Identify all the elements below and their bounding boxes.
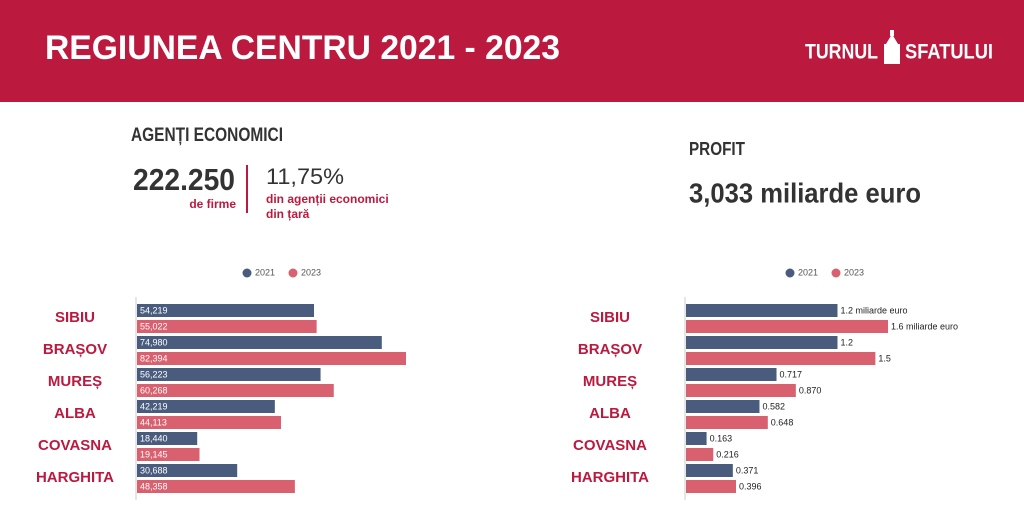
category-label: BRAȘOV (578, 341, 642, 358)
bar (686, 480, 736, 493)
bar (137, 432, 198, 445)
value-label: 42,219 (140, 401, 168, 411)
legend-label: 2021 (255, 267, 275, 277)
bar (686, 384, 796, 397)
bar (137, 368, 321, 381)
legend-swatch (242, 268, 252, 278)
value-label: 0.396 (739, 481, 762, 491)
header-bar (0, 0, 1024, 102)
value-label: 0.870 (799, 385, 822, 395)
category-label: HARGHITA (36, 469, 114, 486)
bar (686, 304, 838, 317)
category-label: MUREȘ (48, 373, 102, 390)
value-label: 0.582 (762, 401, 785, 411)
category-label: HARGHITA (571, 469, 649, 486)
value-label: 19,145 (140, 449, 168, 459)
value-label: 1.2 (841, 337, 854, 347)
value-label: 48,358 (140, 481, 168, 491)
bar (686, 336, 838, 349)
stat-heading: AGENȚI ECONOMICI (131, 125, 283, 146)
legend-swatch (288, 268, 298, 278)
value-label: 44,113 (140, 417, 167, 427)
bar (686, 400, 760, 413)
stat-value: 3,033 miliarde euro (689, 177, 921, 208)
value-label: 0.163 (710, 433, 733, 443)
value-label: 0.648 (771, 417, 794, 427)
value-label: 55,022 (140, 321, 168, 331)
bar (137, 480, 295, 493)
bar (137, 464, 238, 477)
legend-label: 2023 (301, 267, 321, 277)
page-title: REGIUNEA CENTRU 2021 - 2023 (45, 29, 560, 67)
category-label: ALBA (54, 405, 96, 422)
value-label: 1.6 miliarde euro (891, 321, 958, 331)
bar (137, 384, 334, 397)
legend-label: 2021 (798, 267, 818, 277)
value-label: 74,980 (140, 337, 168, 347)
category-label: COVASNA (38, 437, 112, 454)
stat-caption: din țară (266, 207, 310, 221)
value-label: 30,688 (140, 465, 168, 475)
category-label: COVASNA (573, 437, 647, 454)
value-label: 60,268 (140, 385, 168, 395)
stat-value: 222.250 (133, 162, 235, 197)
bar (686, 416, 768, 429)
logo-text: SFATULUI (905, 41, 993, 64)
bar (137, 336, 382, 349)
value-label: 1.2 miliarde euro (841, 305, 908, 315)
category-label: SIBIU (590, 309, 630, 326)
legend-swatch (831, 268, 841, 278)
legend-label: 2023 (844, 267, 864, 277)
bar (137, 352, 406, 365)
category-label: MUREȘ (583, 373, 637, 390)
category-label: BRAȘOV (43, 341, 107, 358)
value-label: 0.216 (716, 449, 739, 459)
legend-swatch (785, 268, 795, 278)
bar (686, 432, 707, 445)
bar (137, 448, 200, 461)
bar (686, 368, 777, 381)
bar (686, 448, 714, 461)
bar (137, 400, 275, 413)
category-label: ALBA (589, 405, 631, 422)
value-label: 0.371 (736, 465, 759, 475)
category-label: SIBIU (55, 309, 95, 326)
value-label: 0.717 (780, 369, 803, 379)
bar (686, 464, 733, 477)
value-label: 1.5 (878, 353, 891, 363)
bar (137, 416, 282, 429)
stat-caption: din agenții economici (266, 192, 389, 206)
stat-heading: PROFIT (689, 139, 745, 159)
stat-value: 11,75% (266, 164, 344, 189)
stat-caption: de firme (189, 197, 236, 211)
value-label: 18,440 (140, 433, 168, 443)
value-label: 82,394 (140, 353, 168, 363)
bar (686, 352, 876, 365)
bar (137, 304, 315, 317)
bar (686, 320, 888, 333)
logo-icon (884, 30, 900, 64)
bar (137, 320, 317, 333)
logo-text: TURNUL (805, 41, 878, 64)
value-label: 54,219 (140, 305, 168, 315)
value-label: 56,223 (140, 369, 168, 379)
